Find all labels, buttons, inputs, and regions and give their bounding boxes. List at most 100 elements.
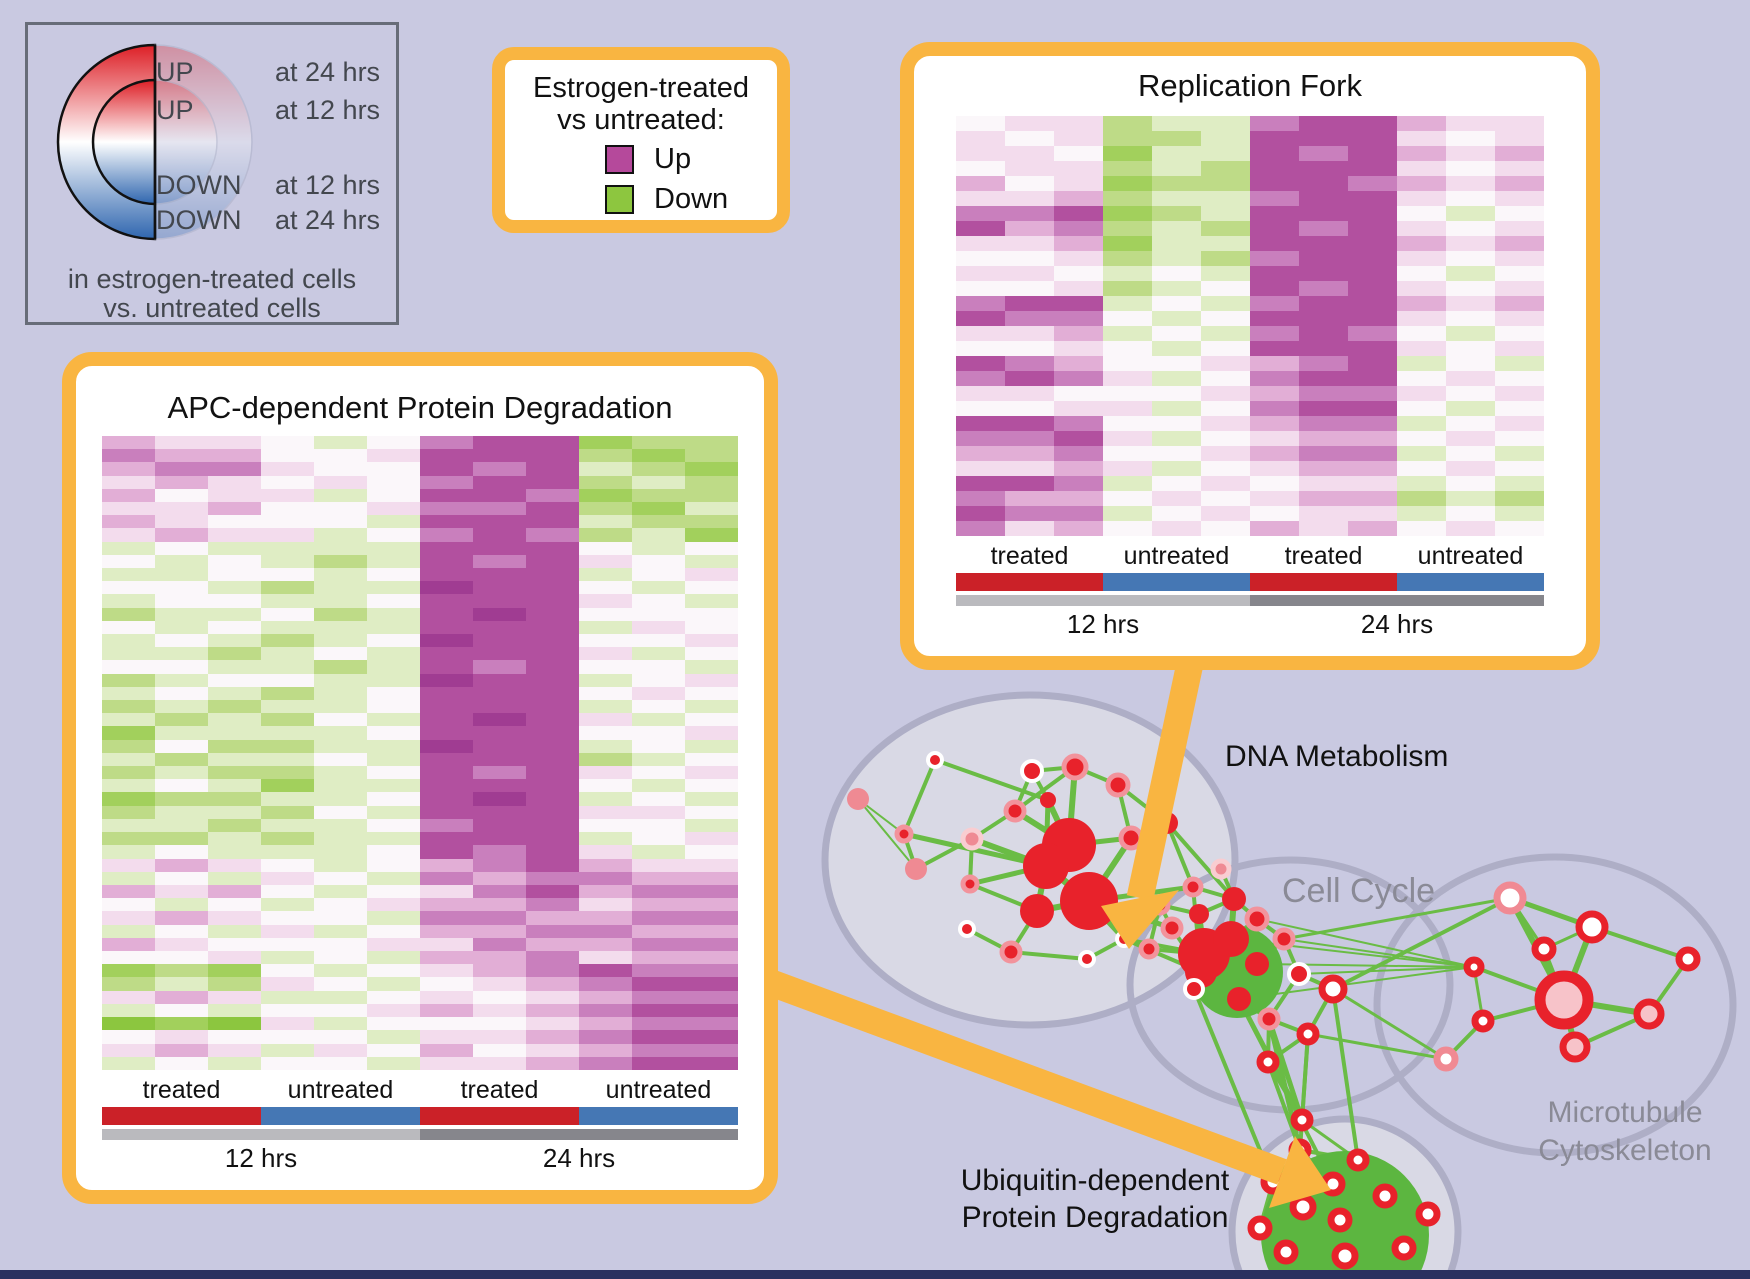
heatmap-cell (526, 713, 579, 727)
heatmap-cell (1005, 176, 1054, 191)
heatmap-cell (1201, 296, 1250, 311)
heatmap-cell (526, 937, 579, 952)
network-node (1189, 904, 1209, 924)
heatmap-cell (155, 581, 208, 595)
heatmap-cell (579, 475, 632, 489)
heatmap-cell (632, 1003, 685, 1018)
heatmap-cell (685, 475, 738, 489)
heatmap-cell (367, 1017, 420, 1031)
heatmap-cell (367, 911, 420, 925)
heatmap-cell (314, 951, 367, 965)
heatmap-cell (526, 660, 579, 674)
heatmap-cell (1348, 431, 1397, 446)
heatmap-cell (1446, 221, 1495, 236)
heatmap-cell (367, 1056, 420, 1070)
network-node (1318, 974, 1348, 1004)
heatmap-cell (1103, 161, 1152, 176)
heatmap-cell (632, 726, 685, 740)
heatmap-cell (1103, 176, 1152, 191)
heatmap-cell (102, 766, 155, 780)
heatmap-cell (102, 792, 155, 806)
network-node (1575, 910, 1609, 944)
heatmap-cell (1397, 476, 1446, 491)
heatmap-cell (1054, 416, 1103, 431)
panel-apc-degradation: APC-dependent Protein Degradation treate… (62, 352, 778, 1204)
heatmap-cell (420, 1030, 473, 1044)
heatmap-cell (1054, 341, 1103, 356)
heatmap-cell (1397, 161, 1446, 176)
heatmap-cell (526, 700, 579, 714)
heatmap-cell (579, 620, 632, 635)
heatmap-cell (473, 779, 526, 793)
label-cell-cycle: Cell Cycle (1282, 872, 1436, 910)
heatmap-cell (102, 449, 155, 463)
network-edge (857, 798, 917, 870)
heatmap-cell (685, 700, 738, 714)
heatmap-cell (420, 977, 473, 991)
heatmap-cell (208, 990, 261, 1004)
heatmap-cell (526, 634, 579, 648)
heatmap-cell (473, 884, 526, 899)
heatmap-cell (1348, 341, 1397, 356)
heatmap-cell (1103, 341, 1152, 356)
heatmap-cell (1005, 476, 1054, 491)
heatmap-cell (579, 607, 632, 621)
heatmap-cell (956, 341, 1005, 356)
heatmap-cell (1397, 341, 1446, 356)
heatmap-cell (1054, 476, 1103, 491)
heatmap-cell (1201, 281, 1250, 296)
heatmap-cell (261, 515, 314, 529)
heatmap-cell (1446, 461, 1495, 476)
heatmap-cell (155, 845, 208, 859)
heatmap-cell (155, 990, 208, 1004)
heatmap-cell (1299, 251, 1348, 266)
heatmap-cell (1005, 236, 1054, 251)
heatmap-cell (579, 1043, 632, 1057)
heatmap-cell (956, 416, 1005, 431)
heatmap-cell (473, 766, 526, 780)
apc-treatment-bar (102, 1107, 738, 1125)
heatmap-cell (314, 752, 367, 767)
heatmap-cell (1446, 431, 1495, 446)
heatmap-cell (579, 818, 632, 833)
heatmap-cell (314, 462, 367, 476)
heatmap-cell (1250, 416, 1299, 431)
up-label: Up (654, 143, 692, 175)
heatmap-cell (1348, 416, 1397, 431)
heatmap-cell (155, 818, 208, 833)
heatmap-cell (102, 713, 155, 727)
heatmap-cell (102, 937, 155, 952)
heatmap-cell (1495, 341, 1544, 356)
heatmap-cell (208, 554, 261, 569)
heatmap-cell (1201, 401, 1250, 416)
apc-time-labels: 12 hrs 24 hrs (102, 1143, 738, 1174)
heatmap-cell (1446, 311, 1495, 326)
heatmap-cell (1348, 506, 1397, 521)
heatmap-cell (685, 634, 738, 648)
heatmap-cell (1495, 356, 1544, 371)
heatmap-cell (208, 845, 261, 859)
heatmap-cell (1250, 341, 1299, 356)
heatmap-cell (685, 1017, 738, 1031)
heatmap-cell (1054, 236, 1103, 251)
heatmap-cell (1299, 266, 1348, 281)
heatmap-cell (685, 581, 738, 595)
heatmap-cell (420, 1003, 473, 1018)
group-label: untreated (287, 1076, 394, 1104)
heatmap-cell (1201, 416, 1250, 431)
heatmap-cell (632, 502, 685, 516)
heatmap-cell (1103, 521, 1152, 536)
heatmap-cell (473, 1003, 526, 1018)
slide-bottom-border (0, 1270, 1750, 1279)
heatmap-cell (367, 884, 420, 899)
heatmap-cell (1005, 371, 1054, 386)
heatmap-cell (208, 911, 261, 925)
heatmap-cell (1005, 386, 1054, 401)
heatmap-cell (1201, 431, 1250, 446)
heatmap-cell (102, 832, 155, 846)
network-node (1493, 881, 1527, 915)
heatmap-cell (102, 568, 155, 582)
ring-label-up-24: UP (156, 57, 194, 87)
heatmap-cell (526, 779, 579, 793)
heatmap-cell (1495, 281, 1544, 296)
